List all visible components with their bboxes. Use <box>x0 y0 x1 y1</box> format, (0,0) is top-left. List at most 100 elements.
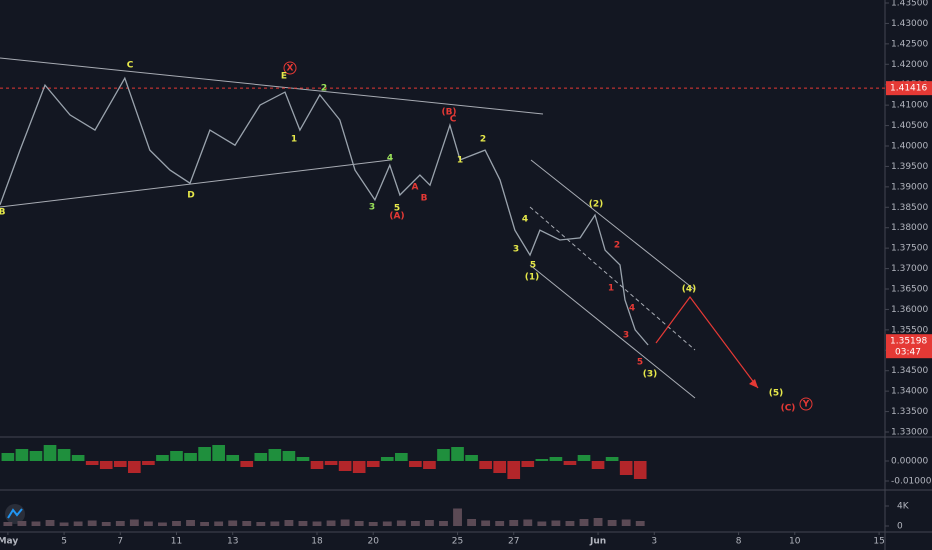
time-tick-label: 11 <box>171 537 182 547</box>
wave-label: C <box>127 61 134 71</box>
wave-label: 1 <box>291 135 297 145</box>
wave-label: Y <box>802 400 810 410</box>
price-tick-label: 1.35500 <box>891 325 928 335</box>
osc-bar <box>170 451 183 461</box>
drawing-tools <box>0 57 813 411</box>
price-tick-label: 1.33500 <box>891 407 928 417</box>
wave-label: 4 <box>387 154 393 164</box>
osc-bar <box>85 461 99 465</box>
volume-bar <box>410 521 420 526</box>
volume-bar <box>481 520 491 526</box>
price-tick-label: 1.37500 <box>891 244 928 254</box>
volume-bar <box>228 520 238 526</box>
osc-bar <box>451 447 464 461</box>
time-tick-label: 5 <box>61 537 67 547</box>
osc-bar <box>268 449 282 461</box>
trend-line <box>0 57 544 115</box>
time-tick-label: 10 <box>789 537 801 547</box>
osc-bar <box>29 451 43 461</box>
osc-tick-label: -0.01000 <box>891 477 932 487</box>
price-tick-label: 1.41000 <box>891 101 928 111</box>
volume-bar <box>186 520 195 526</box>
osc-bar <box>633 461 647 479</box>
osc-bar <box>395 453 408 461</box>
osc-bar <box>521 461 535 467</box>
wave-label: 3 <box>369 203 375 213</box>
wave-label: 4 <box>522 215 528 225</box>
volume-bar <box>45 520 55 526</box>
volume-bar <box>368 522 378 526</box>
osc-bar <box>128 461 141 473</box>
volume-bar <box>143 521 153 526</box>
price-level-label: 1.41416 <box>890 84 927 94</box>
volume-bar <box>326 520 336 526</box>
volume-bar <box>312 521 322 526</box>
wave-circle <box>799 397 813 411</box>
last-price-tag <box>886 334 932 359</box>
countdown-label: 03:47 <box>895 348 921 358</box>
volume-bar <box>593 518 603 526</box>
volume-bar <box>284 520 294 526</box>
osc-bar <box>380 457 394 461</box>
volume-bar <box>509 520 519 526</box>
price-tick-label: 1.40000 <box>891 142 928 152</box>
volume-bar <box>467 519 477 526</box>
price-tick-label: 1.40500 <box>891 121 928 131</box>
price-tick-label: 1.38000 <box>891 223 928 233</box>
trend-line <box>0 159 391 208</box>
time-tick-label: Jun <box>589 537 606 547</box>
wave-label: D <box>187 191 194 201</box>
price-tick-label: 1.33000 <box>891 428 928 438</box>
wave-label: 3 <box>513 245 519 255</box>
logo-mark <box>7 508 23 519</box>
volume-bar <box>200 522 210 526</box>
volume-bar <box>635 521 645 526</box>
price-tick-label: 1.38500 <box>891 203 928 213</box>
wave-label: (1) <box>525 273 540 283</box>
price-tick-label: 1.34000 <box>891 387 928 397</box>
time-tick-label: 15 <box>873 537 884 547</box>
price-tick-label: 1.36500 <box>891 285 928 295</box>
last-price-label: 1.35198 <box>890 337 927 347</box>
volume-bar <box>158 522 167 526</box>
osc-bar <box>549 457 563 461</box>
volume-bar <box>621 519 631 526</box>
volume-bar <box>172 521 181 526</box>
time-tick-label: 18 <box>311 537 323 547</box>
volume-bar <box>495 521 505 526</box>
osc-bar <box>43 445 57 461</box>
osc-bar <box>507 461 521 479</box>
wave-label: 4 <box>629 304 635 314</box>
osc-bar <box>226 455 240 461</box>
price-line <box>0 76 649 346</box>
osc-bar <box>1 453 15 461</box>
price-tick-label: 1.36000 <box>891 305 928 315</box>
osc-bar <box>535 459 549 461</box>
volume-bar <box>354 521 364 526</box>
volume-bar <box>607 520 617 526</box>
wave-label: (B) <box>441 108 456 118</box>
time-tick-label: 7 <box>117 537 123 547</box>
price-tick-label: 1.39500 <box>891 162 928 172</box>
volume-bar <box>115 521 125 526</box>
volume-bar <box>523 519 533 526</box>
wave-label: 5 <box>637 358 643 368</box>
osc-bar <box>184 453 197 461</box>
osc-bar <box>240 461 254 467</box>
channel-midline <box>529 206 696 351</box>
wave-label: X <box>287 64 294 74</box>
channel-line <box>529 264 696 399</box>
price-tick-label: 1.37000 <box>891 264 928 274</box>
time-tick-label: 8 <box>736 537 742 547</box>
volume-bar <box>31 521 41 526</box>
osc-bar <box>465 455 478 461</box>
osc-bar <box>619 461 633 475</box>
osc-bar <box>437 449 450 461</box>
wave-label: (A) <box>389 212 404 222</box>
osc-bar <box>352 461 366 473</box>
projection-path <box>655 295 759 389</box>
wave-label: 3 <box>623 331 629 341</box>
osc-bar <box>409 461 422 467</box>
osc-bar <box>15 449 29 461</box>
